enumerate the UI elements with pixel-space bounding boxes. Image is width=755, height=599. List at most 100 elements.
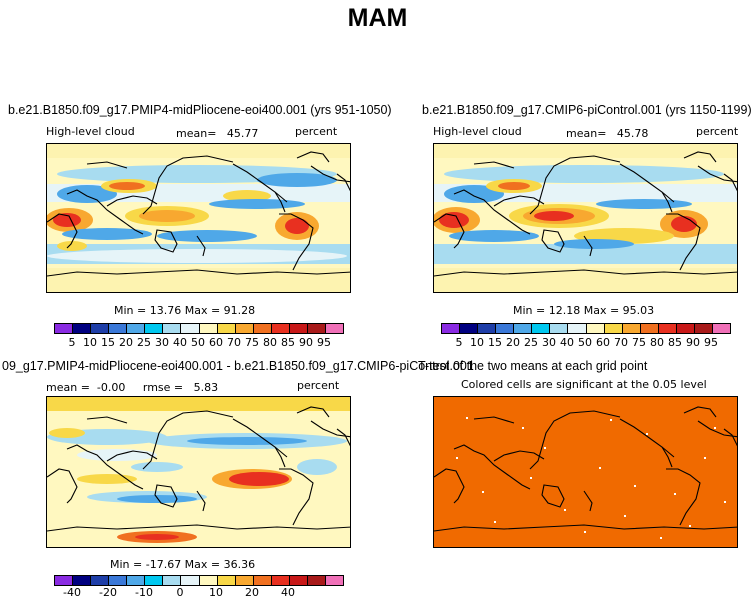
colorbar-tick-label: 10: [83, 336, 97, 349]
colorbar-swatch: [307, 576, 326, 585]
panel-title-picontrol: b.e21.B1850.f09_g17.CMIP6-piControl.001 …: [422, 103, 752, 117]
colorbar-tick-label: 5: [68, 336, 76, 349]
colorbar-swatch: [181, 324, 200, 333]
colorbar-swatch: [586, 324, 605, 333]
colorbar-tick-label: 20: [245, 586, 259, 599]
colorbar-swatch: [73, 576, 92, 585]
colorbar-swatch: [73, 324, 92, 333]
colorbar-tick-label: 40: [173, 336, 187, 349]
colorbar-swatch: [235, 324, 254, 333]
colorbar-swatch: [325, 576, 343, 585]
colorbar-tick-label: 50: [191, 336, 205, 349]
colorbar-swatch: [217, 324, 236, 333]
mean-value: 45.77: [226, 127, 259, 140]
colorbar: [54, 575, 344, 586]
panel-title-difference: 09_g17.PMIP4-midPliocene-eoi400.001 - b.…: [2, 359, 474, 373]
colorbar-swatch: [127, 324, 146, 333]
colorbar-tick-label: 75: [632, 336, 646, 349]
colorbar-swatch: [460, 324, 479, 333]
colorbar-tick-label: 0: [176, 586, 184, 599]
colorbar-swatch: [163, 576, 182, 585]
units-label: percent: [295, 125, 338, 138]
colorbar-swatch: [253, 576, 272, 585]
minmax-label: Min = 13.76 Max = 91.28: [114, 304, 256, 317]
colorbar-tick-label: 95: [704, 336, 718, 349]
colorbar: [441, 323, 731, 334]
significance-note: Colored cells are significant at the 0.0…: [461, 378, 707, 391]
colorbar-swatch: [109, 576, 128, 585]
colorbar-tick-label: 15: [101, 336, 115, 349]
colorbar-tick-label: -10: [135, 586, 153, 599]
colorbar-swatch: [163, 324, 182, 333]
colorbar-tick-label: 60: [209, 336, 223, 349]
colorbar-tick-label: 15: [488, 336, 502, 349]
colorbar-swatch: [55, 576, 74, 585]
colorbar-swatch: [712, 324, 730, 333]
rmse-label: rmse =: [142, 381, 184, 394]
mean-label: mean= 45.78: [566, 127, 649, 140]
colorbar-tick-label: 80: [263, 336, 277, 349]
colorbar-tick-label: 95: [317, 336, 331, 349]
colorbar-swatch: [199, 324, 218, 333]
mean-label: mean = -0.00 rmse = 5.83: [46, 381, 219, 394]
colorbar-tick-label: 90: [299, 336, 313, 349]
colorbar-swatch: [127, 576, 146, 585]
colorbar-swatch: [271, 576, 290, 585]
colorbar-swatch: [622, 324, 641, 333]
colorbar-swatch: [199, 576, 218, 585]
panel-title-midpliocene: b.e21.B1850.f09_g17.PMIP4-midPliocene-eo…: [8, 103, 392, 117]
colorbar-tick-label: 30: [155, 336, 169, 349]
colorbar-tick-label: -20: [99, 586, 117, 599]
minmax-label: Min = -17.67 Max = 36.36: [110, 558, 256, 571]
colorbar-tick-label: 50: [578, 336, 592, 349]
colorbar-tick-label: 40: [560, 336, 574, 349]
map-picontrol: [433, 143, 738, 293]
colorbar-tick-label: 85: [281, 336, 295, 349]
colorbar-swatch: [442, 324, 461, 333]
colorbar-tick-label: -40: [63, 586, 81, 599]
panel-title-ttest: T-test of the two means at each grid poi…: [418, 359, 648, 373]
colorbar-tick-label: 25: [524, 336, 538, 349]
colorbar-swatch: [694, 324, 713, 333]
colorbar-swatch: [325, 324, 343, 333]
minmax-label: Min = 12.18 Max = 95.03: [513, 304, 655, 317]
map-ttest: [433, 396, 738, 548]
colorbar-tick-label: 75: [245, 336, 259, 349]
figure-title: MAM: [347, 4, 408, 32]
colorbar-swatch: [550, 324, 569, 333]
map-midpliocene: [46, 143, 351, 293]
colorbar-tick-label: 10: [209, 586, 223, 599]
colorbar-tick-label: 25: [137, 336, 151, 349]
colorbar: [54, 323, 344, 334]
colorbar-swatch: [271, 324, 290, 333]
colorbar-tick-label: 85: [668, 336, 682, 349]
colorbar-tick-label: 10: [470, 336, 484, 349]
mean-label: mean= 45.77: [176, 127, 259, 140]
colorbar-tick-label: 70: [614, 336, 628, 349]
mean-value: -0.00: [96, 381, 126, 394]
colorbar-tick-label: 80: [650, 336, 664, 349]
colorbar-tick-label: 90: [686, 336, 700, 349]
colorbar-swatch: [289, 324, 308, 333]
colorbar-swatch: [676, 324, 695, 333]
colorbar-swatch: [307, 324, 326, 333]
colorbar-swatch: [514, 324, 533, 333]
colorbar-tick-label: 5: [455, 336, 463, 349]
rmse-value: 5.83: [193, 381, 219, 394]
units-label: percent: [696, 125, 739, 138]
colorbar-tick-label: 60: [596, 336, 610, 349]
colorbar-swatch: [91, 324, 110, 333]
colorbar-tick-label: 70: [227, 336, 241, 349]
colorbar-swatch: [604, 324, 623, 333]
units-label: percent: [297, 379, 340, 392]
colorbar-swatch: [532, 324, 551, 333]
colorbar-tick-label: 40: [281, 586, 295, 599]
colorbar-swatch: [640, 324, 659, 333]
variable-label: High-level cloud: [433, 125, 522, 138]
colorbar-swatch: [109, 324, 128, 333]
colorbar-swatch: [91, 576, 110, 585]
colorbar-swatch: [145, 324, 164, 333]
colorbar-tick-label: 20: [119, 336, 133, 349]
colorbar-swatch: [145, 576, 164, 585]
mean-value: 45.78: [616, 127, 649, 140]
